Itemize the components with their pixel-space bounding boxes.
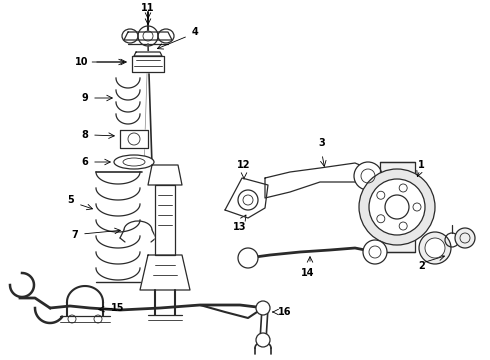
Ellipse shape [158,29,174,43]
Polygon shape [148,165,182,185]
Text: 2: 2 [418,261,425,271]
Circle shape [369,179,425,235]
Circle shape [238,190,258,210]
Circle shape [399,184,407,192]
Circle shape [399,222,407,230]
Text: 3: 3 [318,138,325,148]
Polygon shape [155,185,175,255]
Polygon shape [132,56,164,72]
Polygon shape [134,52,162,56]
Polygon shape [120,130,148,148]
Circle shape [377,215,385,223]
Polygon shape [265,163,372,198]
Circle shape [363,240,387,264]
Polygon shape [380,162,415,252]
Polygon shape [225,178,268,218]
Polygon shape [380,162,415,252]
Circle shape [256,333,270,347]
Polygon shape [140,255,190,290]
Polygon shape [124,32,172,40]
Text: 1: 1 [418,160,425,170]
Text: 5: 5 [67,195,74,205]
Ellipse shape [114,155,154,169]
Ellipse shape [123,158,145,166]
Text: 6: 6 [81,157,88,167]
Polygon shape [265,163,372,198]
Circle shape [413,203,421,211]
Polygon shape [124,32,172,40]
Text: 15: 15 [111,303,125,313]
Polygon shape [225,178,268,218]
Ellipse shape [122,29,138,43]
Text: 13: 13 [233,222,247,232]
Text: 12: 12 [237,160,251,170]
Text: 10: 10 [74,57,88,67]
Polygon shape [120,130,148,148]
Circle shape [419,232,451,264]
Circle shape [238,248,258,268]
Text: 11: 11 [141,3,155,13]
Circle shape [377,191,385,199]
Polygon shape [148,165,182,185]
Circle shape [425,238,445,258]
Circle shape [256,301,270,315]
Text: 9: 9 [81,93,88,103]
Text: 14: 14 [301,268,315,278]
Circle shape [354,162,382,190]
Circle shape [455,228,475,248]
Text: 8: 8 [81,130,88,140]
Text: 4: 4 [192,27,198,37]
Circle shape [359,169,435,245]
Polygon shape [132,56,164,72]
Text: 7: 7 [71,230,78,240]
Polygon shape [140,255,190,290]
Polygon shape [155,185,175,255]
Text: 16: 16 [278,307,292,317]
Polygon shape [134,52,162,56]
